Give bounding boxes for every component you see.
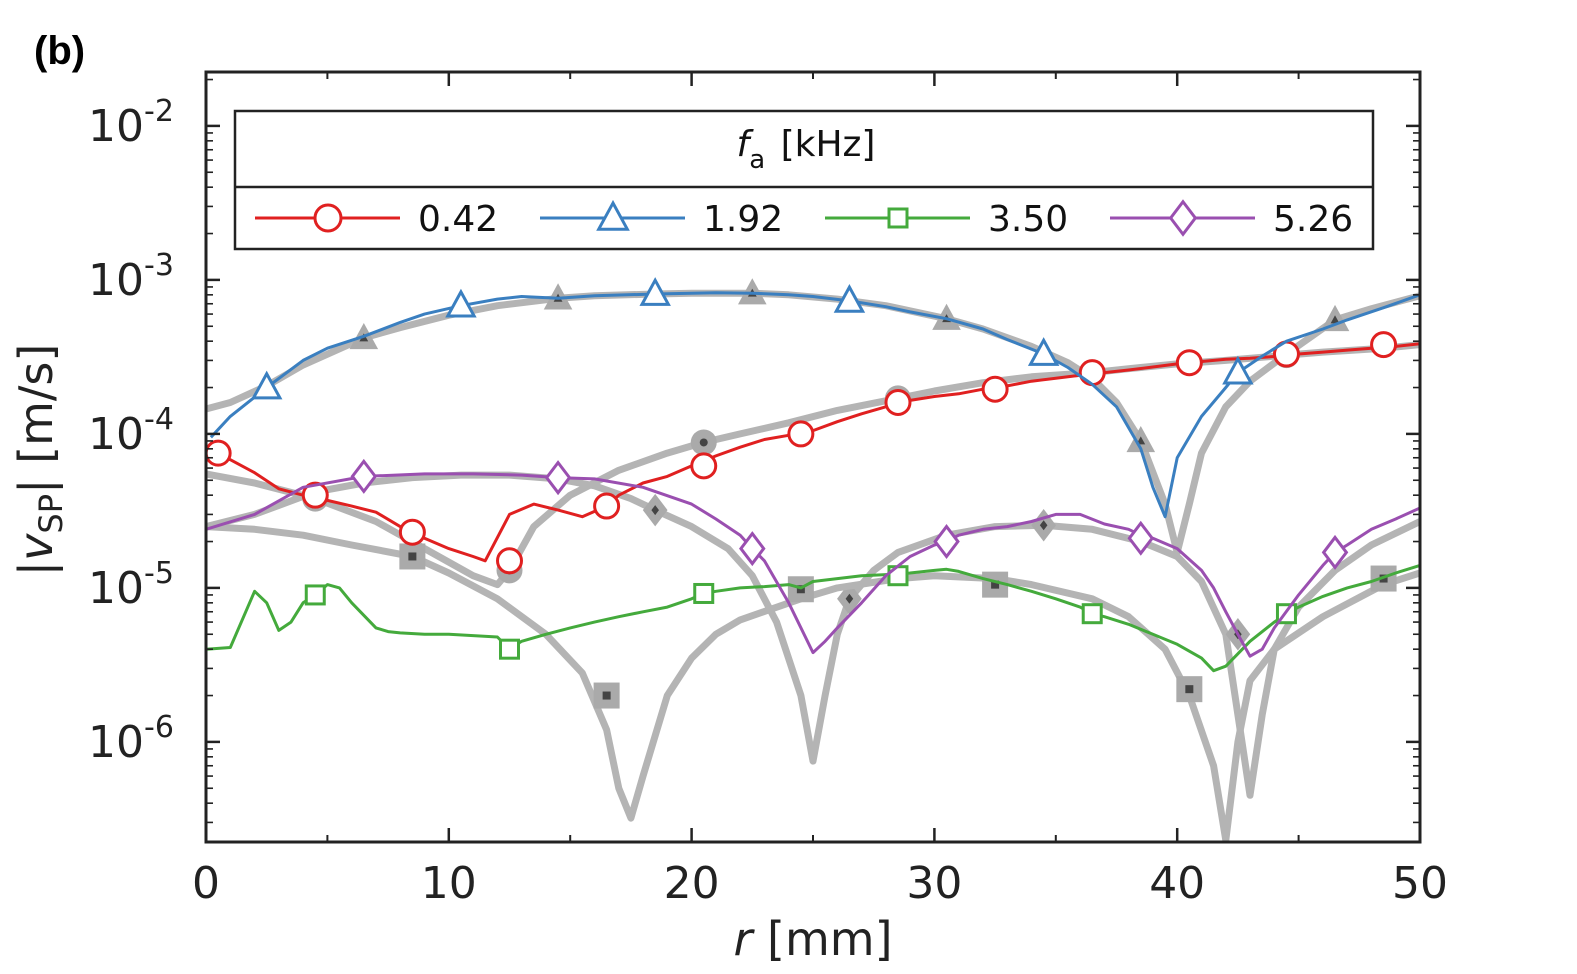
y-tick-label: 10-3 bbox=[88, 248, 174, 306]
series-3.50-line bbox=[206, 563, 1420, 673]
x-tick-label: 30 bbox=[906, 858, 962, 909]
series-1.92-marker bbox=[1222, 355, 1254, 385]
series-1.92-marker bbox=[250, 370, 283, 400]
series-0.42-marker bbox=[206, 439, 232, 467]
model-3.50-marker-dot bbox=[991, 580, 1000, 589]
x-axis: 0 10 20 30 40 50 bbox=[192, 72, 1448, 909]
legend-label-5.26: 5.26 bbox=[1273, 199, 1353, 240]
legend-marker-5.26 bbox=[1168, 199, 1198, 237]
series-0.42-marker bbox=[593, 492, 621, 520]
x-tick-label: 0 bbox=[192, 858, 220, 909]
series-1.92-marker bbox=[833, 284, 866, 313]
legend-marker-0.42 bbox=[313, 203, 343, 233]
legend-title: fa [kHz] bbox=[737, 124, 876, 175]
model-3.50-line bbox=[206, 523, 1420, 842]
model-0.42-marker-dot bbox=[699, 438, 708, 447]
series-0.42-marker bbox=[981, 375, 1009, 403]
series-1.92-marker bbox=[639, 277, 671, 306]
x-tick-label: 50 bbox=[1392, 858, 1448, 909]
data-series bbox=[206, 277, 1420, 673]
y-tick-label: 10-5 bbox=[88, 556, 174, 614]
series-0.42-marker bbox=[884, 388, 912, 416]
model-3.50-marker-dot bbox=[1185, 685, 1194, 694]
y-axis: 10-6 10-5 10-4 10-3 10-2 bbox=[88, 78, 1420, 824]
series-3.50-marker bbox=[304, 584, 326, 606]
y-tick-label: 10-4 bbox=[88, 402, 174, 460]
series-5.26-line bbox=[206, 472, 1420, 658]
legend-label-0.42: 0.42 bbox=[418, 199, 498, 240]
series-1.92-line bbox=[209, 291, 1420, 519]
series-3.50-marker bbox=[499, 638, 520, 660]
series-0.42-marker bbox=[496, 547, 523, 575]
model-1.92-marker-dot bbox=[1330, 315, 1340, 324]
series-0.42-marker bbox=[1078, 359, 1106, 387]
series-5.26-marker bbox=[1321, 534, 1349, 570]
x-axis-label: r [mm] bbox=[733, 912, 892, 966]
series-0.42-marker bbox=[690, 452, 718, 480]
series-0.42-marker bbox=[398, 518, 426, 546]
legend-label-1.92: 1.92 bbox=[703, 199, 783, 240]
series-3.50-marker bbox=[1081, 603, 1103, 625]
model-5.26-marker-dot bbox=[1039, 520, 1048, 531]
series-3.50-marker bbox=[693, 582, 715, 604]
model-5.26-marker-dot bbox=[845, 593, 854, 604]
model-1.92-line bbox=[206, 289, 1420, 556]
legend-label-3.50: 3.50 bbox=[988, 199, 1068, 240]
series-0.42-marker bbox=[1370, 331, 1398, 359]
legend-entries: 0.42 1.92 3.50 5.26 bbox=[255, 199, 1353, 240]
x-tick-label: 40 bbox=[1149, 858, 1205, 909]
series-5.26-marker bbox=[1127, 520, 1155, 556]
series-1.92-marker bbox=[1027, 337, 1060, 366]
y-axis-label: |vSP| [m/s] bbox=[9, 344, 70, 577]
series-0.42-marker bbox=[1175, 349, 1203, 377]
series-5.26-marker bbox=[739, 531, 766, 567]
x-tick-label: 10 bbox=[421, 858, 477, 909]
model-5.26-marker-dot bbox=[651, 505, 659, 516]
series-5.26-marker bbox=[933, 524, 960, 560]
series-5.26-marker bbox=[544, 460, 572, 496]
y-tick-label: 10-6 bbox=[88, 710, 174, 768]
y-tick-label: 10-2 bbox=[88, 94, 174, 152]
legend-marker-1.92 bbox=[596, 199, 630, 231]
series-0.42-marker bbox=[787, 420, 815, 448]
series-1.92-marker bbox=[445, 288, 477, 318]
legend: fa [kHz] 0.42 1.92 3.50 5.26 bbox=[233, 109, 1375, 251]
model-3.50-marker-dot bbox=[602, 691, 611, 700]
legend-marker-3.50 bbox=[887, 207, 909, 229]
x-tick-label: 20 bbox=[664, 858, 720, 909]
panel-label: (b) bbox=[34, 29, 85, 73]
series-0.42-marker bbox=[301, 481, 329, 509]
series-5.26-marker bbox=[350, 458, 378, 494]
model-3.50-marker-dot bbox=[408, 552, 417, 561]
